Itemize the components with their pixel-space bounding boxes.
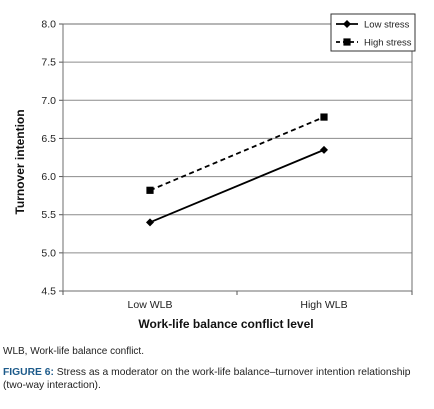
caption-text: Stress as a moderator on the work-life b… — [3, 367, 411, 391]
legend-marker — [343, 20, 351, 28]
legend-label: High stress — [364, 37, 412, 48]
axes — [59, 23, 413, 295]
caption-label: FIGURE 6: — [3, 367, 54, 378]
plot-frame — [62, 23, 413, 292]
series — [146, 113, 328, 227]
footnote: WLB, Work-life balance conflict. — [3, 346, 144, 357]
legend: Low stress High stress — [330, 13, 416, 52]
legend-label: Low stress — [364, 19, 410, 30]
series-line — [149, 149, 325, 224]
chart: 4.5 5.0 5.5 6.0 6.5 7.0 7.5 8.0 Low WLB High WLB… — [13, 13, 416, 331]
y-tick-label: 7.0 — [41, 95, 56, 107]
data-point — [146, 218, 154, 227]
y-tick-label: 5.5 — [41, 209, 56, 221]
y-axis-title: Turnover intention — [13, 109, 27, 214]
x-tick-label: Low WLB — [128, 299, 173, 311]
series-high-stress — [146, 113, 328, 194]
legend-item-low-stress: Low stress — [336, 19, 410, 30]
series-line — [149, 116, 325, 192]
data-point — [146, 186, 154, 194]
y-tick-label: 7.5 — [41, 57, 56, 69]
figure-caption: FIGURE 6: Stress as a moderator on the w… — [3, 366, 431, 392]
y-tick-label: 4.5 — [41, 286, 56, 298]
y-tick-label: 6.5 — [41, 133, 56, 145]
x-tick-labels: Low WLB High WLB — [128, 299, 348, 311]
legend-item-high-stress: High stress — [336, 37, 412, 48]
data-point — [320, 113, 328, 121]
x-tick-label: High WLB — [300, 299, 347, 311]
y-tick-label: 8.0 — [41, 19, 56, 31]
y-tick-label: 6.0 — [41, 171, 56, 183]
x-axis-title: Work-life balance conflict level — [138, 317, 313, 331]
series-low-stress — [146, 145, 328, 227]
y-tick-labels: 4.5 5.0 5.5 6.0 6.5 7.0 7.5 8.0 — [41, 19, 56, 298]
data-point — [320, 145, 328, 154]
legend-marker — [343, 38, 351, 46]
gridlines — [63, 23, 412, 254]
y-tick-label: 5.0 — [41, 247, 56, 259]
